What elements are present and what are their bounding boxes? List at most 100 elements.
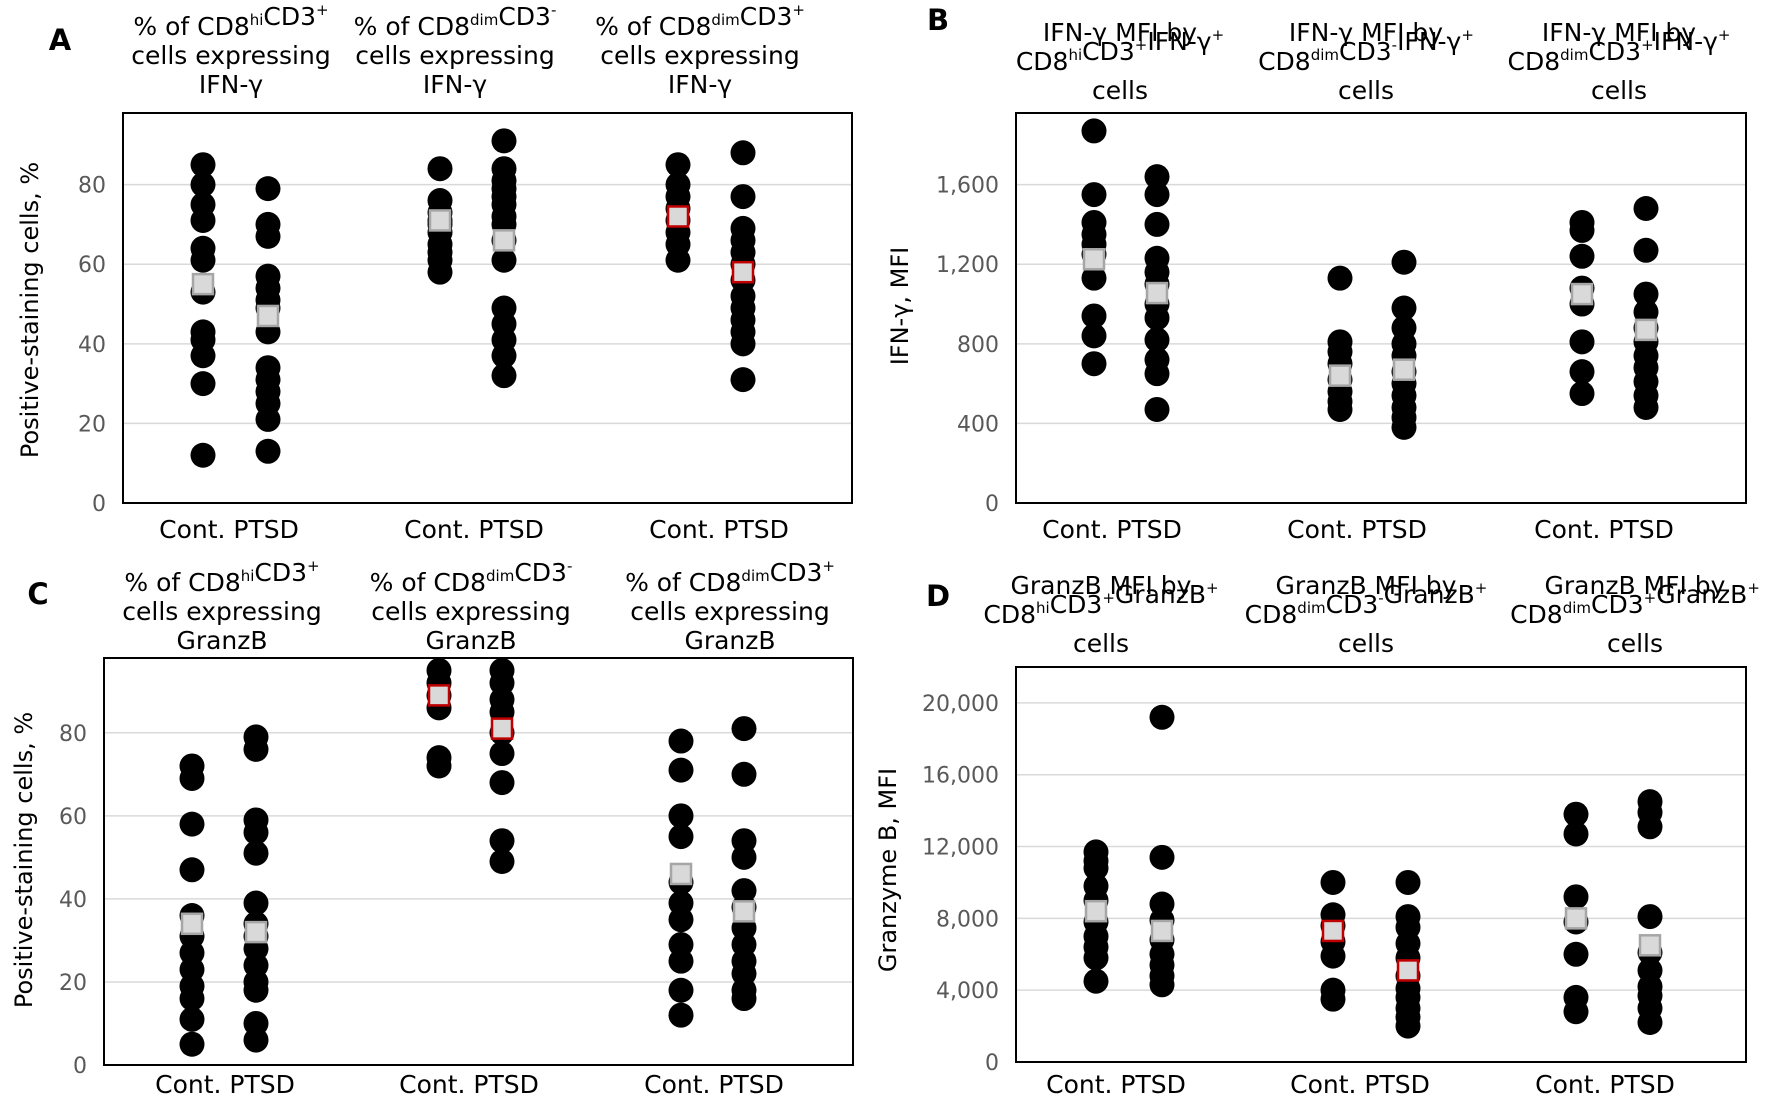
- dot-ptsd: [731, 844, 757, 870]
- dot-ptsd: [730, 184, 756, 210]
- dot-cont: [426, 753, 452, 779]
- dot-ptsd: [1144, 211, 1170, 237]
- x-category-label: Cont. PTSD: [649, 515, 789, 544]
- dot-cont: [190, 442, 216, 468]
- group-title-line: % of CD8dimCD3-: [370, 557, 573, 597]
- dot-ptsd: [1637, 1010, 1663, 1035]
- mean-marker-cont: [427, 684, 451, 707]
- mean-marker-ptsd: [492, 229, 516, 252]
- dot-cont: [179, 1006, 205, 1032]
- y-tick-label: 20: [78, 412, 106, 437]
- x-category-label: Cont. PTSD: [159, 515, 299, 544]
- dot-ptsd: [489, 770, 515, 796]
- dot-cont: [1569, 243, 1595, 269]
- plot-frame: [1015, 666, 1747, 1063]
- dot-ptsd: [243, 890, 269, 916]
- dot-ptsd: [255, 176, 281, 202]
- dot-ptsd: [243, 977, 269, 1003]
- dot-ptsd: [1391, 414, 1417, 440]
- dot-cont: [665, 152, 691, 178]
- dot-ptsd: [1149, 844, 1175, 870]
- y-tick-label: 4,000: [936, 979, 999, 1004]
- dot-cont: [427, 156, 453, 182]
- dot-cont: [190, 207, 216, 233]
- y-tick-label: 40: [59, 888, 87, 913]
- mean-marker-cont: [1082, 248, 1106, 271]
- y-axis-label: Positive-staining cells, %: [10, 712, 38, 1008]
- dot-ptsd: [1144, 396, 1170, 422]
- group-title-line: cells: [1338, 629, 1394, 658]
- dot-ptsd: [1144, 305, 1170, 331]
- group-title-line: CD8hiCD3+GranzB+: [983, 579, 1218, 629]
- y-tick-label: 12,000: [922, 836, 999, 861]
- dot-cont: [179, 857, 205, 883]
- dot-cont: [1563, 884, 1589, 910]
- mean-marker-ptsd: [244, 920, 268, 944]
- dot-cont: [179, 1031, 205, 1057]
- dot-cont: [190, 371, 216, 397]
- dot-cont: [1569, 359, 1595, 385]
- y-tick-label: 80: [59, 722, 87, 747]
- x-category-label: Cont. PTSD: [399, 1070, 539, 1099]
- mean-marker-cont: [669, 862, 693, 886]
- dot-cont: [1083, 968, 1109, 994]
- mean-marker-ptsd: [1638, 934, 1662, 957]
- group-title-line: % of CD8dimCD3-: [354, 1, 557, 41]
- group-title-line: cells: [1591, 76, 1647, 105]
- x-category-label: Cont. PTSD: [644, 1070, 784, 1099]
- panel-label: C: [27, 577, 48, 611]
- y-tick-label: 1,200: [936, 253, 999, 278]
- mean-marker-cont: [666, 205, 690, 228]
- y-tick-label: 0: [985, 492, 999, 517]
- panel-A: 0 20 40 60 80 Positive-staining cells, % A % of…: [16, 1, 853, 544]
- y-tick-label: 0: [73, 1054, 87, 1079]
- panel-C: 0 20 40 60 80 Positive-staining cells, % C % of…: [10, 557, 854, 1099]
- y-tick-label: 1,600: [936, 174, 999, 199]
- group-title-line: CD8dimCD3+IFN-γ+: [1508, 26, 1731, 76]
- y-axis-label: Granzyme B, MFI: [874, 768, 902, 972]
- mean-marker-cont: [191, 272, 215, 296]
- group-title-line: cells expressing: [355, 41, 554, 70]
- mean-marker-ptsd: [731, 260, 755, 284]
- mean-marker-ptsd: [1392, 358, 1416, 381]
- dot-ptsd: [1633, 394, 1659, 420]
- dot-cont: [665, 247, 691, 273]
- mean-marker-ptsd: [732, 900, 756, 923]
- dot-cont: [179, 811, 205, 837]
- group-title-line: cells: [1607, 629, 1663, 658]
- dot-ptsd: [489, 849, 515, 874]
- dot-cont: [1320, 986, 1346, 1012]
- dot-cont: [668, 728, 694, 754]
- dot-cont: [1081, 118, 1107, 144]
- group-title-line: CD8dimCD3-GranzB+: [1245, 579, 1488, 629]
- y-tick-label: 20: [59, 971, 87, 996]
- group-title-line: IFN-γ: [199, 70, 263, 99]
- dot-ptsd: [491, 343, 517, 369]
- dot-cont: [1320, 943, 1346, 969]
- dot-cont: [1081, 351, 1107, 377]
- dot-cont: [1563, 821, 1589, 847]
- dot-ptsd: [255, 223, 281, 249]
- group-title-line: IFN-γ: [423, 70, 487, 99]
- plot-frame: [122, 112, 853, 504]
- group-title-line: CD8hiCD3+IFN-γ+: [1016, 26, 1224, 76]
- y-tick-label: 60: [78, 253, 106, 278]
- group-title-line: CD8dimCD3-IFN-γ+: [1258, 26, 1474, 76]
- mean-marker-cont: [1328, 364, 1352, 387]
- dot-cont: [179, 986, 205, 1012]
- group-title-line: cells: [1338, 76, 1394, 105]
- dot-cont: [668, 907, 694, 933]
- mean-marker-cont: [1564, 907, 1588, 930]
- dot-cont: [1083, 855, 1109, 881]
- x-category-label: Cont. PTSD: [404, 515, 544, 544]
- y-tick-label: 0: [985, 1051, 999, 1076]
- group-title-line: cells expressing: [131, 41, 330, 70]
- x-category-label: Cont. PTSD: [1046, 1070, 1186, 1099]
- dot-ptsd: [243, 1027, 269, 1053]
- dot-cont: [1081, 182, 1107, 208]
- dot-cont: [190, 172, 216, 198]
- dot-cont: [668, 757, 694, 783]
- mean-marker-ptsd: [256, 304, 280, 328]
- group-title-line: cells: [1092, 76, 1148, 105]
- group-title-line: GranzB MFI by: [1276, 571, 1457, 600]
